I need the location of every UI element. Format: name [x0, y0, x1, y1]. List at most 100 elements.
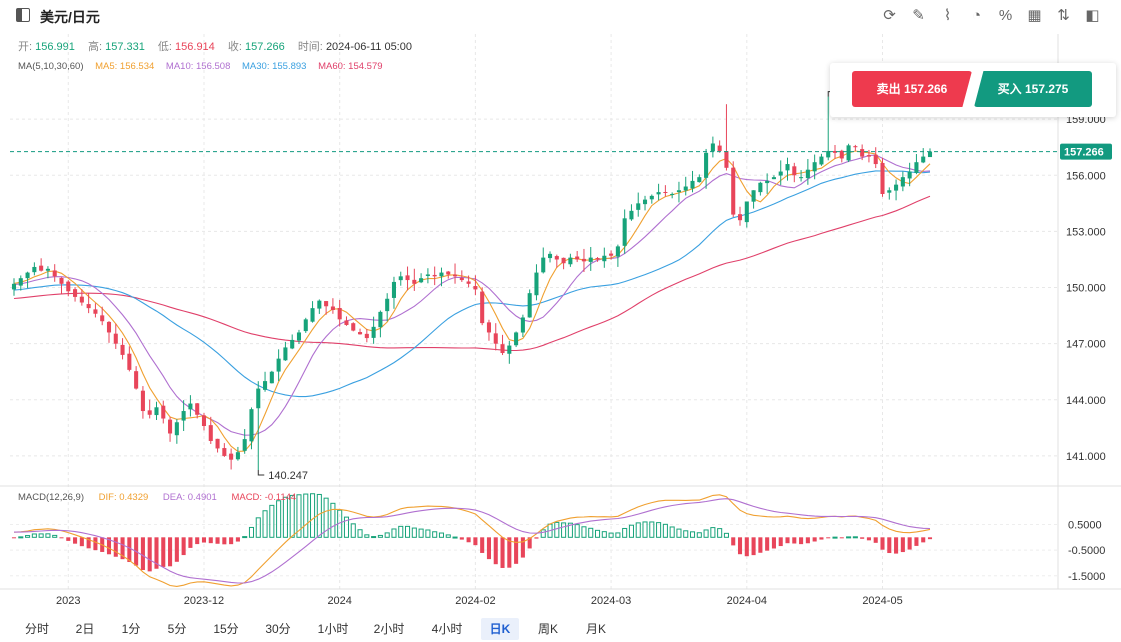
tf-30min[interactable]: 30分 [265, 622, 291, 636]
macd-bar [364, 534, 370, 538]
candle-body [805, 169, 810, 179]
tf-2hour[interactable]: 2小时 [373, 622, 405, 636]
price-tick-label: 150.000 [1066, 283, 1106, 295]
macd-bar [459, 537, 464, 540]
panel-icon[interactable]: ◧ [1085, 7, 1100, 24]
macd-bar [242, 536, 248, 539]
candles [11, 96, 933, 471]
candle-body [66, 281, 71, 292]
macd-bar [38, 533, 44, 538]
dif-line [13, 494, 931, 587]
candle-body [45, 268, 50, 271]
candle-body [799, 177, 804, 179]
candle-body [405, 275, 410, 281]
macd-bar [93, 537, 98, 551]
percent-icon[interactable]: % [998, 7, 1013, 24]
candle-body [778, 171, 783, 176]
indicator-icon[interactable]: ⌇ [943, 7, 952, 24]
candle-body [296, 332, 302, 341]
candle-body [547, 253, 553, 259]
candle-body [147, 410, 152, 415]
candle-body [106, 321, 112, 333]
ma60-legend: MA60: 154.579 [318, 61, 383, 72]
candle-body [432, 274, 437, 277]
pie-icon[interactable]: ◔ [971, 7, 982, 24]
tf-month[interactable]: 月K [585, 622, 606, 636]
candle-body [391, 281, 397, 298]
macd-bar [473, 537, 478, 546]
macd-bar [161, 537, 166, 567]
macd-bar [86, 537, 91, 549]
tf-1min[interactable]: 1分 [121, 622, 141, 636]
candle-body [629, 210, 634, 220]
candle-body [412, 279, 417, 284]
ma30-line [13, 170, 931, 398]
candle-body [453, 274, 458, 277]
candle-body [744, 201, 749, 223]
tf-week[interactable]: 周K [537, 622, 558, 636]
tf-5min[interactable]: 5分 [167, 622, 187, 636]
macd-bar [418, 528, 424, 538]
candle-body [656, 192, 661, 195]
price-tick-label: 141.000 [1066, 451, 1106, 463]
candle-body [93, 309, 98, 314]
tf-day[interactable]: 日K [481, 618, 519, 640]
macd-bar [174, 537, 179, 562]
macd-bar [113, 537, 118, 557]
candle-body [921, 156, 926, 163]
ma5-line [13, 150, 931, 452]
macd-bar [860, 537, 865, 539]
trade-panel: 卖出 157.266 买入 157.275 [830, 63, 1116, 117]
x-tick-label: 2023-12 [184, 595, 224, 607]
tf-4hour[interactable]: 4小时 [431, 622, 463, 636]
macd-bar [907, 537, 912, 550]
macd-bar [819, 537, 824, 540]
candle-body [792, 166, 797, 176]
tf-15min[interactable]: 15分 [213, 622, 239, 636]
candle-body [826, 150, 831, 158]
macd-legend-title: MACD(12,26,9) [18, 492, 84, 503]
candle-body [25, 272, 30, 279]
macd-bar [18, 536, 24, 539]
macd-bar [140, 537, 145, 571]
macd-bar [25, 535, 31, 538]
candle-body [480, 291, 485, 324]
candle-body [276, 358, 281, 372]
candle-body [290, 339, 295, 349]
candle-body [710, 143, 715, 152]
buy-button[interactable]: 买入 157.275 [974, 71, 1092, 107]
candle-body [52, 270, 57, 277]
macd-bar [792, 537, 797, 544]
macd-bar [514, 537, 519, 564]
candle-body [39, 265, 44, 271]
macd-bar [195, 537, 200, 545]
macd-bar [59, 537, 64, 539]
price-tick-label: 156.000 [1066, 170, 1106, 182]
macd-bar [710, 527, 716, 538]
sort-icon[interactable]: ⇅ [1057, 7, 1070, 24]
low-label: 低: [157, 41, 172, 53]
macd-legend: MACD(12,26,9) DIF: 0.4329 DEA: 0.4901 MA… [18, 492, 308, 503]
candle-body [419, 278, 424, 283]
tf-timeshare[interactable]: 分时 [24, 622, 49, 636]
macd-bar [744, 537, 749, 557]
grid-icon[interactable]: ▦ [1027, 7, 1042, 24]
tf-2day[interactable]: 2日 [75, 622, 95, 636]
symbol-title: 美元/日元 [40, 9, 100, 25]
candle-body [195, 403, 200, 415]
draw-icon[interactable]: ✎ [912, 7, 925, 24]
macd-bar [880, 537, 885, 550]
macd-bar [432, 531, 438, 538]
candle-body [670, 194, 675, 195]
refresh-icon[interactable]: ⟳ [883, 7, 896, 24]
panel-toggle-icon[interactable] [16, 8, 30, 22]
tf-1hour[interactable]: 1小时 [317, 622, 349, 636]
sell-button[interactable]: 卖出 157.266 [852, 71, 972, 107]
macd-bar [391, 528, 397, 538]
macd-bar [873, 537, 878, 543]
candle-body [927, 151, 933, 158]
macd-bar [229, 537, 234, 545]
timeframe-bar: 分时 2日 1分 5分 15分 30分 1小时 2小时 4小时 日K 周K 月K [0, 614, 1121, 642]
candle-body [615, 246, 620, 257]
macd-bar [812, 537, 817, 542]
